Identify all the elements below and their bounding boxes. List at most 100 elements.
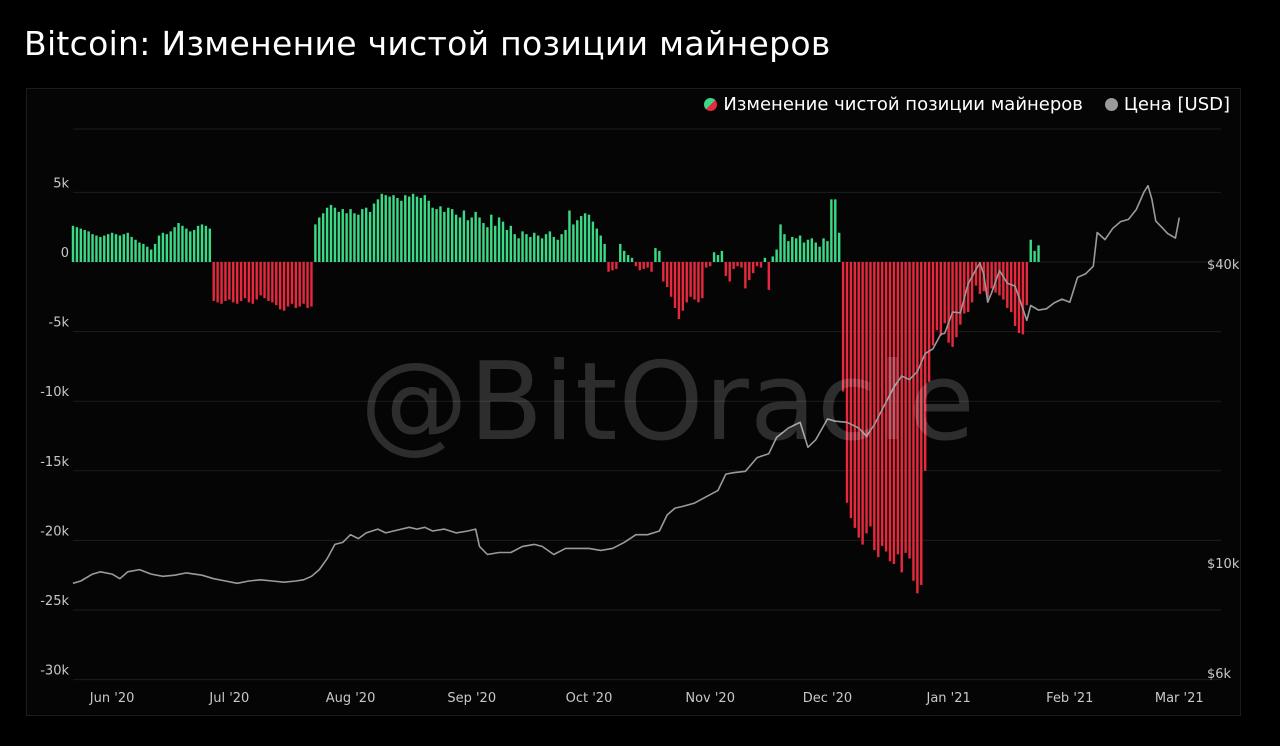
bar-negative: [1013, 262, 1017, 327]
bar-negative: [290, 262, 294, 304]
bar-negative: [970, 262, 974, 303]
bar-positive: [548, 231, 552, 262]
bar-positive: [658, 250, 661, 262]
bar-positive: [372, 203, 376, 262]
bar-negative: [845, 262, 849, 503]
x-tick-label: Mar '21: [1155, 691, 1204, 706]
bar-positive: [333, 207, 337, 262]
left-tick-label: -25k: [40, 594, 69, 609]
bar-positive: [177, 223, 180, 262]
bar-negative: [931, 262, 935, 346]
bar-positive: [146, 246, 149, 262]
page-title: Bitcoin: Изменение чистой позиции майнер…: [24, 24, 831, 63]
bar-positive: [325, 207, 329, 262]
bar-positive: [153, 243, 157, 262]
legend-price-label[interactable]: Цена [USD]: [1123, 94, 1230, 115]
bar-positive: [490, 214, 493, 262]
bar-positive: [478, 217, 481, 262]
bar-negative: [748, 262, 751, 281]
bar-negative: [853, 262, 857, 528]
left-tick-label: 0: [61, 246, 69, 261]
bar-positive: [357, 214, 360, 262]
bar-negative: [927, 262, 931, 382]
bar-positive: [396, 197, 399, 262]
legend[interactable]: Изменение чистой позиции майнеров Цена […: [704, 94, 1230, 115]
bar-positive: [185, 228, 188, 262]
legend-net-label[interactable]: Изменение чистой позиции майнеров: [723, 94, 1083, 115]
bar-negative: [951, 262, 954, 347]
bar-negative: [900, 262, 903, 573]
bar-positive: [404, 195, 407, 262]
bar-negative: [966, 262, 970, 313]
bar-negative: [251, 262, 255, 304]
net-position-bars: [71, 193, 1040, 594]
bar-positive: [536, 235, 540, 262]
bar-positive: [654, 248, 657, 262]
bar-positive: [517, 238, 520, 262]
bar-positive: [349, 209, 352, 262]
bar-positive: [75, 227, 79, 262]
left-axis: 5k 0 -5k -10k -15k -20k -25k -30k: [40, 176, 69, 678]
bar-positive: [196, 225, 200, 262]
price-line: [72, 184, 1181, 585]
bar-positive: [114, 234, 118, 262]
bar-positive: [447, 207, 450, 262]
bar-negative: [959, 262, 962, 325]
bar-positive: [509, 225, 513, 262]
bar-positive: [595, 228, 599, 262]
bar-positive: [208, 228, 212, 262]
bar-positive: [439, 206, 442, 262]
bar-positive: [630, 257, 634, 262]
bar-positive: [368, 211, 372, 262]
bar-negative: [873, 262, 876, 551]
bar-negative: [216, 262, 219, 303]
bar-negative: [912, 262, 915, 581]
bar-negative: [278, 262, 282, 310]
bar-negative: [857, 262, 860, 538]
bar-negative: [939, 262, 943, 336]
bar-negative: [732, 262, 735, 269]
bar-positive: [587, 214, 591, 262]
bar-positive: [775, 249, 778, 262]
bar-positive: [103, 235, 106, 262]
bar-positive: [126, 232, 129, 262]
bar-negative: [220, 262, 223, 304]
bar-positive: [579, 216, 583, 262]
bar-positive: [466, 220, 470, 262]
bar-negative: [224, 262, 227, 301]
bar-positive: [329, 204, 333, 262]
bar-positive: [622, 250, 626, 262]
legend-price-swatch: [1104, 98, 1118, 111]
bar-negative: [990, 262, 993, 289]
bar-positive: [99, 236, 102, 262]
bar-negative: [994, 262, 997, 293]
chart-panel: 5k 0 -5k -10k -15k -20k -25k -30k $40k $10k $6k J…: [26, 88, 1241, 716]
bar-positive: [771, 256, 774, 262]
legend-net-swatch: [704, 98, 718, 111]
bar-positive: [560, 234, 563, 262]
bar-positive: [814, 242, 817, 262]
bar-positive: [501, 221, 505, 262]
x-tick-label: Feb '21: [1046, 691, 1093, 706]
bar-positive: [71, 225, 75, 262]
bar-positive: [572, 224, 575, 262]
bar-positive: [169, 231, 172, 262]
bar-positive: [443, 211, 446, 262]
bar-positive: [834, 199, 837, 262]
bar-negative: [642, 262, 645, 269]
bar-negative: [259, 262, 262, 296]
bar-positive: [497, 217, 501, 262]
bar-positive: [419, 197, 423, 262]
bar-positive: [337, 211, 341, 262]
bar-negative: [947, 262, 950, 343]
bar-positive: [318, 217, 321, 262]
bar-positive: [181, 225, 184, 262]
bar-positive: [552, 236, 556, 262]
bar-positive: [806, 239, 810, 262]
x-axis: Jun '20 Jul '20 Aug '20 Sep '20 Oct '20 Nov '…: [89, 691, 1204, 706]
bar-positive: [411, 193, 415, 262]
bar-negative: [697, 262, 700, 303]
bar-negative: [892, 262, 896, 565]
x-tick-label: Aug '20: [326, 691, 376, 706]
bar-positive: [482, 223, 485, 262]
